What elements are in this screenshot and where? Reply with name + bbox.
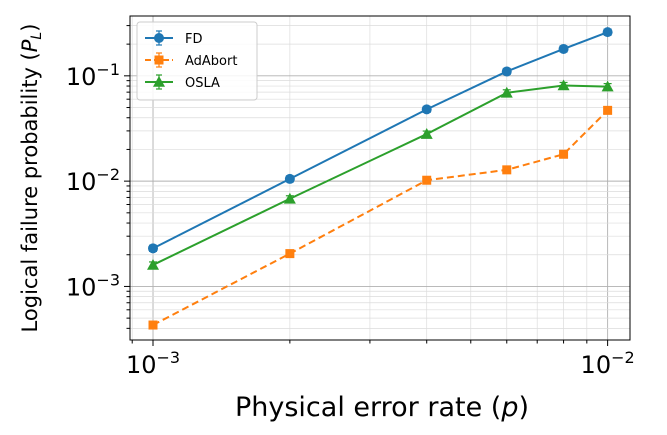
data-point-fd bbox=[148, 243, 159, 254]
y-tick-label: 10−3 bbox=[66, 270, 120, 301]
axis-ticks: 10−3 10−2 10−3 10−2 10−1 bbox=[66, 25, 635, 379]
legend-entry-osla: OSLA bbox=[145, 74, 220, 91]
data-point-osla bbox=[500, 86, 513, 98]
data-point-fd bbox=[421, 104, 432, 115]
legend-label: AdAbort bbox=[185, 54, 237, 69]
legend-entry-adabort: AdAbort bbox=[145, 52, 237, 69]
legend-box bbox=[136, 21, 258, 101]
data-point-osla bbox=[420, 128, 433, 139]
data-point-osla bbox=[601, 80, 614, 92]
plot-area bbox=[129, 15, 631, 341]
data-point-adabort bbox=[148, 320, 158, 330]
data-point-adabort bbox=[559, 149, 569, 159]
data-point-osla bbox=[283, 192, 296, 204]
data-point-fd bbox=[501, 66, 512, 77]
series-line-adabort bbox=[152, 109, 609, 326]
y-axis-label: Logical failure probability (PL) bbox=[18, 24, 45, 333]
series bbox=[147, 27, 614, 330]
data-point-adabort bbox=[285, 249, 295, 259]
data-point-osla bbox=[147, 258, 160, 270]
legend-marker bbox=[153, 76, 165, 87]
legend-label: FD bbox=[185, 32, 203, 47]
series-line-osla bbox=[152, 84, 608, 266]
series-adabort bbox=[148, 105, 613, 330]
data-point-fd bbox=[602, 27, 613, 38]
legend-entry-fd: FD bbox=[145, 30, 203, 47]
data-point-adabort bbox=[502, 165, 512, 175]
x-tick-label: 10−3 bbox=[126, 348, 180, 379]
legend-marker bbox=[154, 33, 164, 43]
data-point-fd bbox=[558, 43, 569, 54]
legend-marker bbox=[154, 55, 164, 65]
grid bbox=[130, 16, 630, 340]
data-point-fd bbox=[284, 173, 295, 184]
data-point-adabort bbox=[422, 175, 432, 185]
series-line-fd bbox=[152, 31, 608, 250]
series-fd bbox=[148, 27, 613, 254]
series-osla bbox=[147, 79, 614, 270]
legend: FD AdAbort OSLA bbox=[136, 21, 258, 101]
x-axis-label: Physical error rate (p) bbox=[235, 392, 529, 423]
data-point-osla bbox=[557, 79, 570, 91]
data-point-adabort bbox=[603, 105, 613, 115]
x-tick-label: 10−2 bbox=[581, 348, 635, 379]
y-tick-label: 10−1 bbox=[66, 60, 120, 91]
legend-label: OSLA bbox=[185, 76, 220, 91]
y-tick-label: 10−2 bbox=[66, 165, 120, 196]
